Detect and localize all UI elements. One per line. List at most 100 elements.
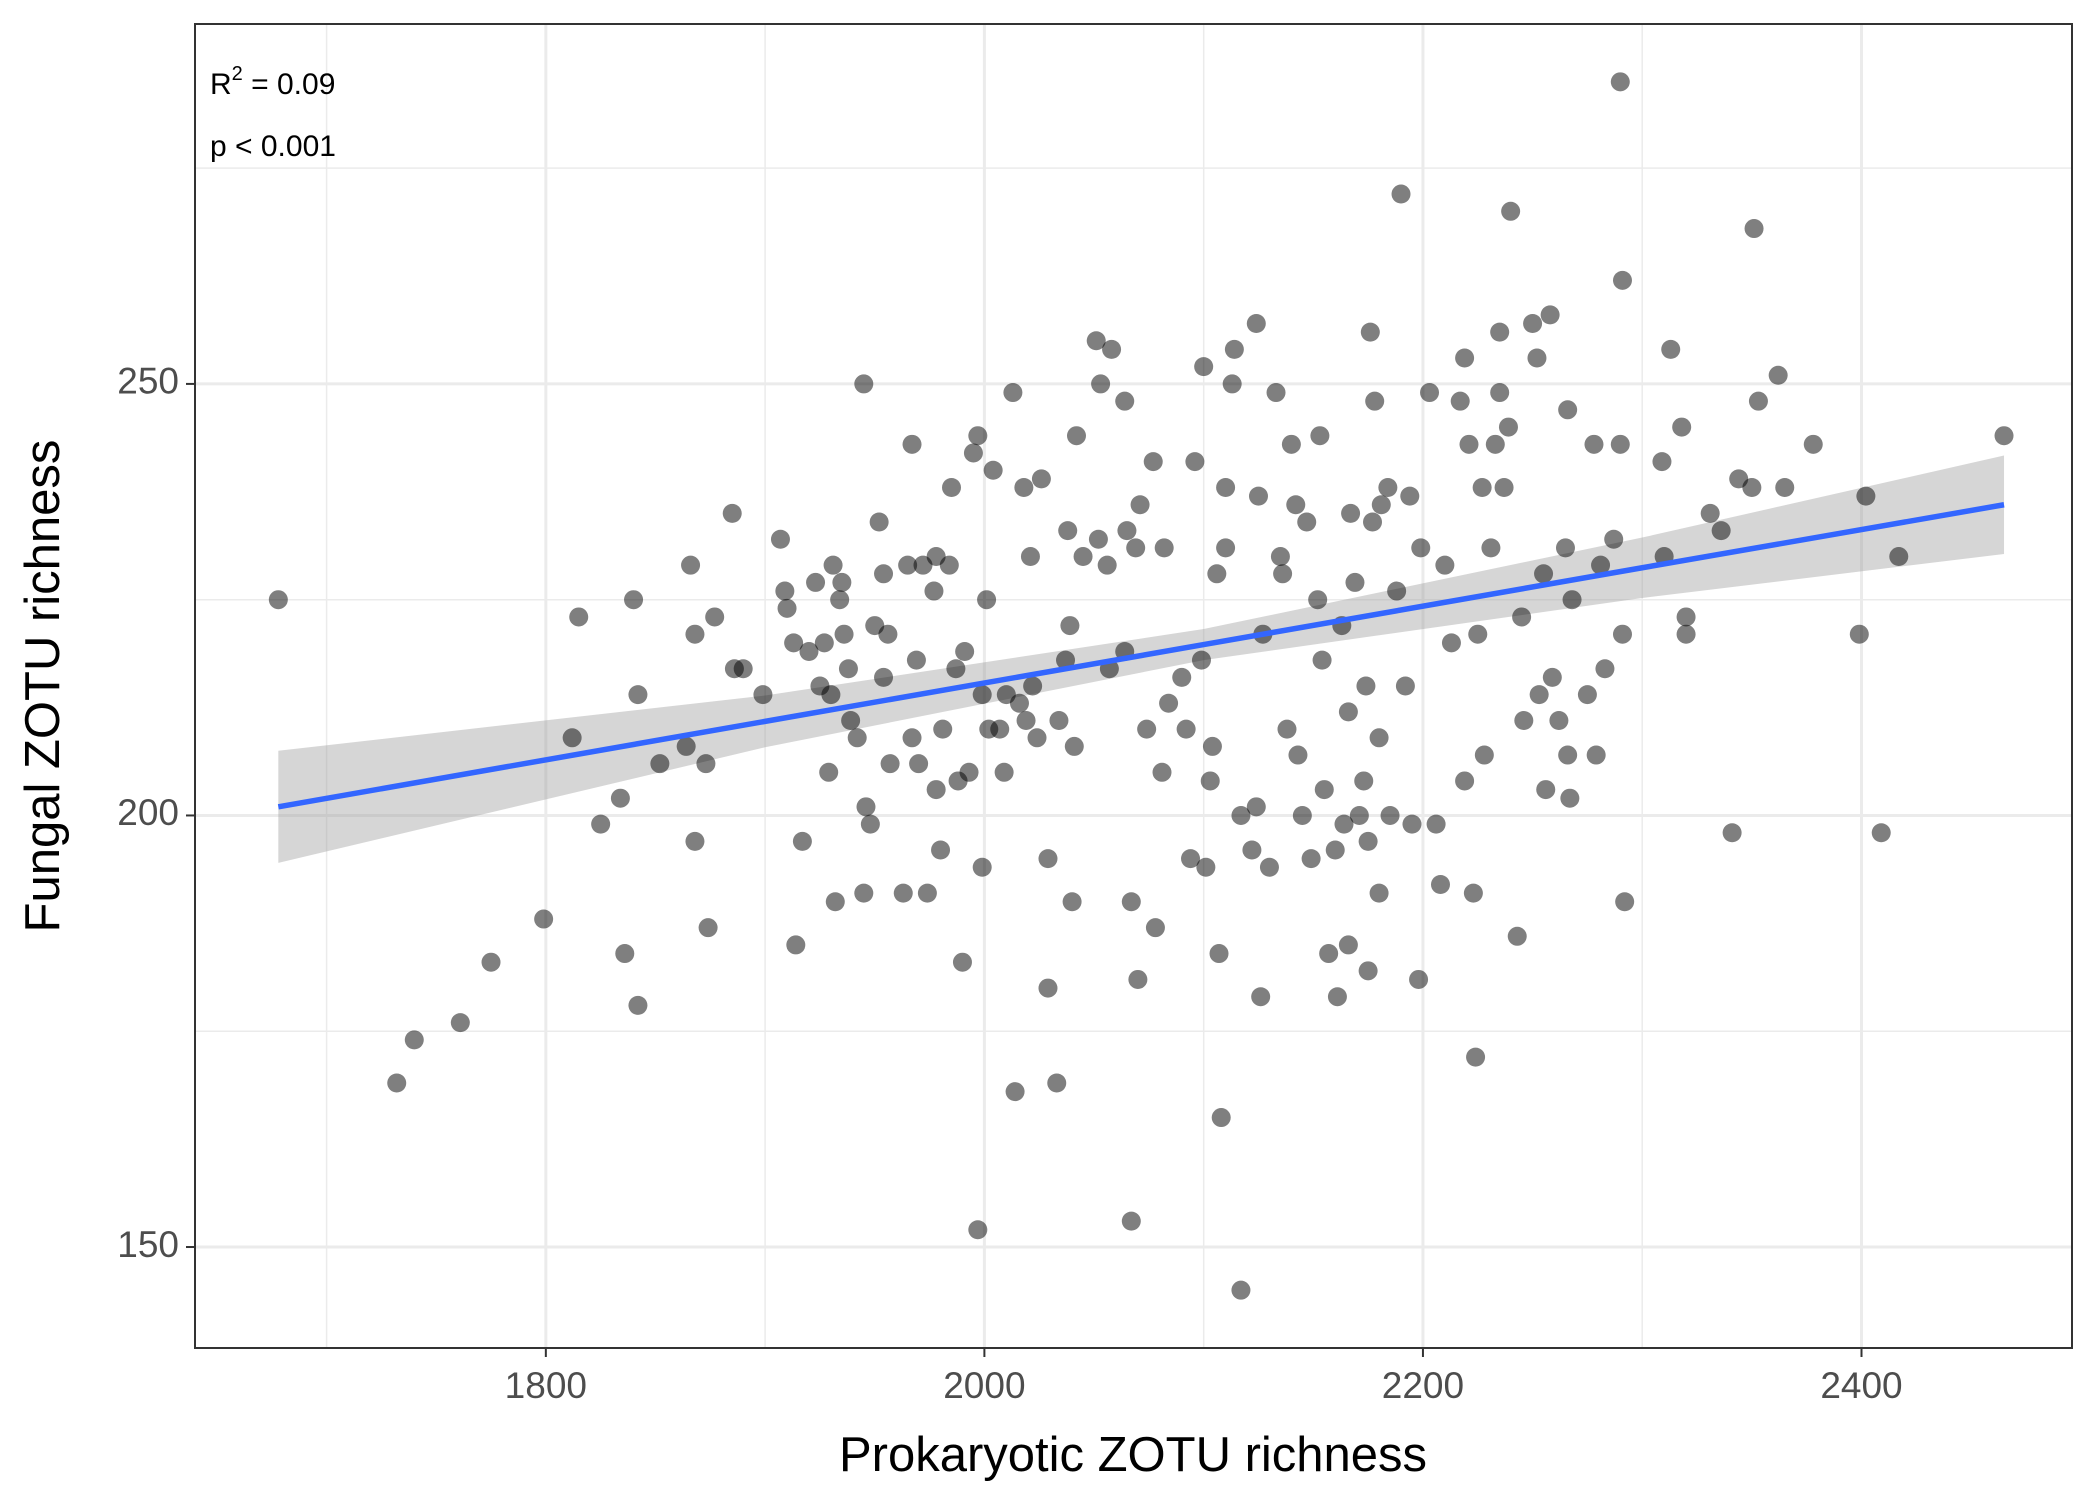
point [1391, 184, 1411, 204]
point [1558, 400, 1578, 420]
point [1047, 1073, 1067, 1093]
point [1023, 676, 1043, 696]
y-axis-title: Fungal ZOTU richness [16, 440, 70, 933]
point [1485, 434, 1505, 454]
point [481, 952, 501, 972]
point [1338, 702, 1358, 722]
point [1652, 452, 1672, 472]
point [955, 641, 975, 661]
point [1742, 477, 1762, 497]
point [1222, 374, 1242, 394]
point [1400, 486, 1420, 506]
point [1426, 814, 1446, 834]
point [1661, 339, 1681, 359]
confidence-band [278, 455, 2005, 863]
point [1430, 875, 1450, 895]
point [1310, 426, 1330, 446]
point [1540, 305, 1560, 325]
point [1003, 383, 1023, 403]
point [1231, 1280, 1251, 1300]
point [1191, 650, 1211, 670]
point [1038, 849, 1058, 869]
point [814, 633, 834, 653]
point [854, 883, 874, 903]
point [681, 555, 701, 575]
point [1216, 477, 1236, 497]
point [770, 529, 790, 549]
point [1301, 849, 1321, 869]
axes: 1800 2000 2200 2400 150 200 250 [117, 361, 1902, 1406]
point [1481, 538, 1501, 558]
point [952, 952, 972, 972]
point [1185, 452, 1205, 472]
point [1358, 831, 1378, 851]
point [1365, 391, 1385, 411]
fit-line [277, 502, 2005, 810]
point [775, 581, 795, 601]
point [1610, 434, 1630, 454]
point [1246, 313, 1266, 333]
point [1273, 564, 1293, 584]
point [1319, 944, 1339, 964]
point [1281, 434, 1301, 454]
point [1121, 1211, 1141, 1231]
point [1775, 477, 1795, 497]
point [1472, 477, 1492, 497]
point [1020, 547, 1040, 567]
point [1363, 512, 1383, 532]
point [1194, 357, 1214, 377]
point [1711, 521, 1731, 541]
r-squared-base: R [210, 68, 232, 101]
point [1102, 339, 1122, 359]
point [1027, 728, 1047, 748]
point [898, 555, 918, 575]
point [1292, 805, 1312, 825]
point [917, 883, 937, 903]
point [931, 840, 951, 860]
point [1507, 926, 1527, 946]
point [1542, 667, 1562, 687]
point [1387, 581, 1407, 601]
point [963, 443, 983, 463]
point [1060, 616, 1080, 636]
point [268, 590, 288, 610]
point [854, 374, 874, 394]
point [1849, 624, 1869, 644]
point [450, 1013, 470, 1033]
point [1529, 685, 1549, 705]
point [624, 590, 644, 610]
point [1612, 270, 1632, 290]
point [1277, 719, 1297, 739]
point [1126, 538, 1146, 558]
point [880, 754, 900, 774]
x-tick-label: 1800 [505, 1365, 587, 1406]
point [610, 788, 630, 808]
point [1327, 987, 1347, 1007]
point [1420, 383, 1440, 403]
point [698, 918, 718, 938]
point [1474, 745, 1494, 765]
point [1207, 564, 1227, 584]
point [1172, 667, 1192, 687]
point [1349, 805, 1369, 825]
point [906, 650, 926, 670]
point [1409, 969, 1429, 989]
point [1459, 434, 1479, 454]
r-squared: R2 = 0.09 [210, 63, 335, 101]
point [823, 555, 843, 575]
point [1297, 512, 1317, 532]
grid [195, 24, 2072, 1348]
point [1064, 736, 1084, 756]
point [1251, 987, 1271, 1007]
point [1246, 797, 1266, 817]
point [841, 711, 861, 731]
point [1097, 555, 1117, 575]
point [1056, 650, 1076, 670]
point [792, 831, 812, 851]
point [806, 572, 826, 592]
point [1380, 805, 1400, 825]
point [1360, 322, 1380, 342]
point [1441, 633, 1461, 653]
